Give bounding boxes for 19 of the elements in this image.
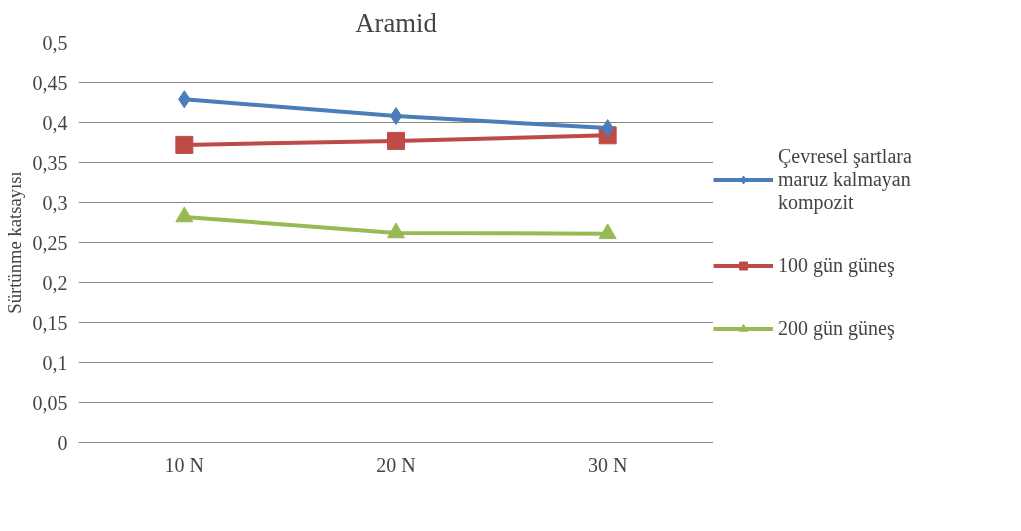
y-tick-label: 0,2 — [42, 271, 68, 294]
legend-label: 100 gün güneş — [778, 253, 895, 277]
y-tick-label: 0,35 — [32, 151, 68, 174]
y-tick-label: 0,05 — [32, 391, 68, 414]
y-tick-label: 0,25 — [32, 231, 68, 254]
y-tick-label: 0,5 — [42, 31, 68, 54]
y-tick-label: 0,4 — [42, 111, 68, 134]
legend-label: Çevresel şartlara maruz kalmayan kompozit — [778, 144, 912, 214]
y-tick-label: 0,3 — [42, 191, 68, 214]
x-tick-label: 30 N — [587, 453, 628, 476]
y-tick-label: 0,45 — [32, 71, 68, 94]
x-tick-label: 20 N — [376, 453, 416, 476]
x-tick-label: 10 N — [164, 453, 205, 476]
chart-title: Aramid — [355, 7, 437, 38]
y-tick-label: 0 — [57, 431, 68, 454]
y-axis-title: Sürtünme katsayısı — [3, 171, 25, 314]
y-tick-label: 0,1 — [42, 351, 68, 374]
legend-label: 200 gün güneş — [778, 316, 895, 340]
y-tick-label: 0,15 — [32, 311, 68, 334]
